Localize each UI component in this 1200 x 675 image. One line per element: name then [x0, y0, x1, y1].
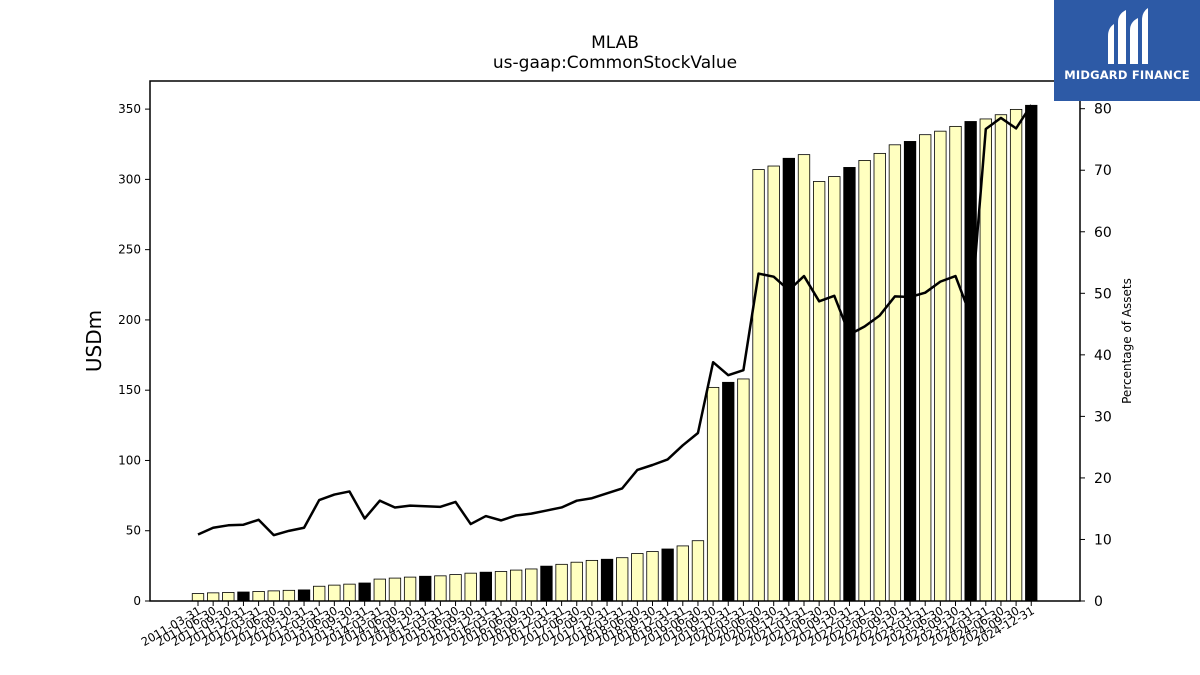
bar-2024-12-31 — [1025, 104, 1038, 602]
bar-2011-06-30 — [206, 592, 220, 602]
bar-2013-03-31 — [313, 585, 326, 602]
bar-2024-09-30 — [1009, 108, 1023, 602]
bar-2018-12-31 — [661, 548, 674, 602]
bar-2016-12-31 — [540, 565, 553, 602]
bar-2024-06-30 — [994, 114, 1008, 602]
bar-2014-06-30 — [388, 577, 402, 602]
bar-2018-06-30 — [631, 553, 644, 602]
bar-2015-12-31 — [479, 571, 493, 602]
chart-title: MLAB — [591, 33, 639, 53]
bar-2011-12-31 — [237, 591, 250, 602]
bar-2012-06-30 — [267, 590, 280, 602]
bar-2023-06-30 — [934, 130, 947, 602]
bar-2020-12-31 — [782, 157, 795, 602]
bar-2022-12-31 — [903, 141, 917, 602]
y-tick-label-right: 70 — [1094, 163, 1112, 179]
bar-2018-09-30 — [646, 551, 659, 602]
bar-2015-06-30 — [449, 574, 462, 602]
bar-2015-09-30 — [464, 572, 477, 602]
bar-2016-03-31 — [494, 571, 508, 602]
bar-2017-06-30 — [570, 561, 583, 602]
bar-2014-12-31 — [419, 575, 432, 602]
bar-2022-06-30 — [873, 152, 886, 602]
bar-2013-06-30 — [328, 584, 341, 602]
bar-2019-12-31 — [722, 381, 735, 602]
bar-2017-03-31 — [555, 563, 568, 602]
bar-2012-09-30 — [282, 589, 296, 602]
y-axis-left: 0 50 100 150 200 250 300 350 — [118, 102, 150, 608]
x-axis: 2011-03-312011-06-302011-09-302011-12-31… — [139, 601, 1037, 649]
bar-2012-03-31 — [252, 591, 265, 602]
bar-2021-03-31 — [797, 154, 811, 602]
bars-layer — [191, 104, 1038, 602]
bar-2021-12-31 — [843, 167, 856, 602]
percentage-of-assets-line — [197, 104, 1033, 537]
y-tick-label-left: 250 — [118, 243, 141, 257]
y-tick-label-right: 80 — [1094, 102, 1112, 118]
y-tick-label-left: 150 — [118, 383, 141, 397]
bar-2020-09-30 — [767, 165, 780, 602]
bar-2021-06-30 — [813, 181, 826, 602]
y-tick-label-right: 60 — [1094, 225, 1112, 241]
bar-2013-12-31 — [358, 582, 371, 602]
y-tick-label-left: 200 — [118, 313, 141, 327]
y-axis-label-left: USDm — [82, 310, 106, 372]
y-tick-label-right: 50 — [1094, 286, 1112, 302]
bar-2011-03-31 — [191, 593, 205, 602]
bar-2022-09-30 — [888, 144, 902, 602]
brand-name: MIDGARD FINANCE — [1064, 68, 1190, 82]
bar-2023-03-31 — [919, 134, 932, 602]
y-tick-label-right: 20 — [1094, 471, 1112, 487]
bar-2018-03-31 — [616, 557, 629, 602]
y-tick-label-left: 350 — [118, 102, 141, 116]
midgard-m-logo-icon — [1108, 8, 1148, 64]
y-tick-label-left: 300 — [118, 172, 141, 186]
line-layer — [197, 104, 1033, 537]
y-axis-right: 0 10 20 30 40 50 60 70 80 — [1080, 102, 1112, 610]
y-tick-label-right: 30 — [1094, 409, 1112, 425]
y-tick-label-right: 0 — [1094, 594, 1103, 610]
bar-2022-03-31 — [858, 160, 871, 602]
y-axis-label-right: Percentage of Assets — [1120, 278, 1134, 404]
plot-frame — [149, 80, 1081, 602]
y-tick-label-left: 100 — [118, 453, 141, 467]
bar-2017-09-30 — [585, 559, 599, 602]
bar-2012-12-31 — [297, 589, 311, 602]
bar-2019-03-31 — [676, 545, 689, 602]
bar-2020-06-30 — [752, 169, 765, 602]
bar-2016-09-30 — [525, 568, 538, 602]
brand-badge: MIDGARD FINANCE — [1054, 0, 1200, 101]
bar-2013-09-30 — [343, 583, 356, 602]
bar-2011-09-30 — [222, 592, 235, 602]
y-tick-label-left: 0 — [133, 594, 141, 608]
bar-2021-09-30 — [828, 176, 841, 602]
bar-2023-12-31 — [964, 121, 977, 602]
bar-2019-09-30 — [706, 386, 720, 602]
bar-2023-09-30 — [949, 125, 962, 602]
y-tick-label-left: 50 — [126, 524, 141, 538]
y-tick-label-right: 10 — [1094, 532, 1112, 548]
bar-2014-09-30 — [403, 576, 417, 602]
bar-2016-06-30 — [509, 569, 523, 602]
bar-2015-03-31 — [434, 575, 447, 602]
y-tick-label-right: 40 — [1094, 348, 1112, 364]
bar-2020-03-31 — [737, 378, 750, 602]
bar-2017-12-31 — [600, 558, 614, 602]
bar-2019-06-30 — [691, 540, 705, 602]
bar-2014-03-31 — [373, 578, 386, 602]
chart-subtitle: us-gaap:CommonStockValue — [493, 53, 737, 73]
